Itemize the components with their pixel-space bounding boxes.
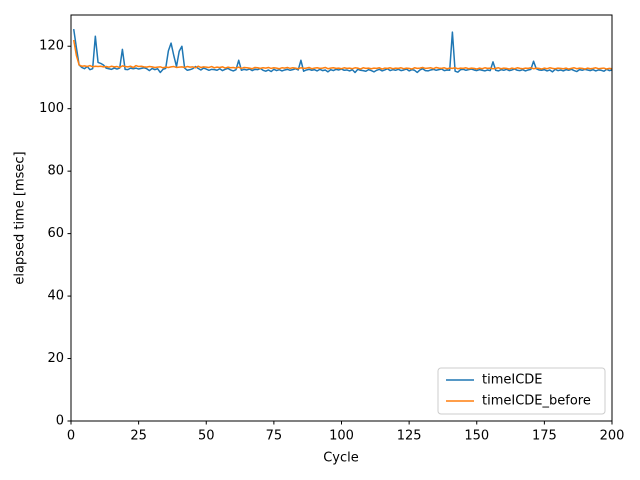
y-tick-label: 20 xyxy=(47,351,64,366)
y-axis-label: elapsed time [msec] xyxy=(13,151,28,284)
axes-frame xyxy=(70,14,613,422)
legend-box xyxy=(437,367,606,415)
y-tick-label: 100 xyxy=(39,101,64,116)
x-tick-label: 125 xyxy=(397,429,422,444)
y-tick-label: 120 xyxy=(39,39,64,54)
x-tick-label: 75 xyxy=(266,429,283,444)
x-axis-label: Cycle xyxy=(323,451,359,466)
y-tick-label: 80 xyxy=(47,164,64,179)
x-tick-label: 150 xyxy=(464,429,489,444)
x-tick-label: 175 xyxy=(532,429,557,444)
x-tick-label: 50 xyxy=(198,429,215,444)
y-tick-label: 0 xyxy=(56,414,64,429)
legend-label: timeICDE_before xyxy=(482,394,591,409)
y-tick-label: 60 xyxy=(47,226,64,241)
x-tick-label: 100 xyxy=(329,429,354,444)
y-tick-label: 40 xyxy=(47,289,64,304)
data-line xyxy=(72,28,612,74)
legend-label: timeICDE xyxy=(482,373,543,388)
x-tick-label: 25 xyxy=(130,429,147,444)
x-tick-label: 0 xyxy=(67,429,75,444)
x-tick-label: 200 xyxy=(600,429,625,444)
data-line xyxy=(72,39,612,70)
